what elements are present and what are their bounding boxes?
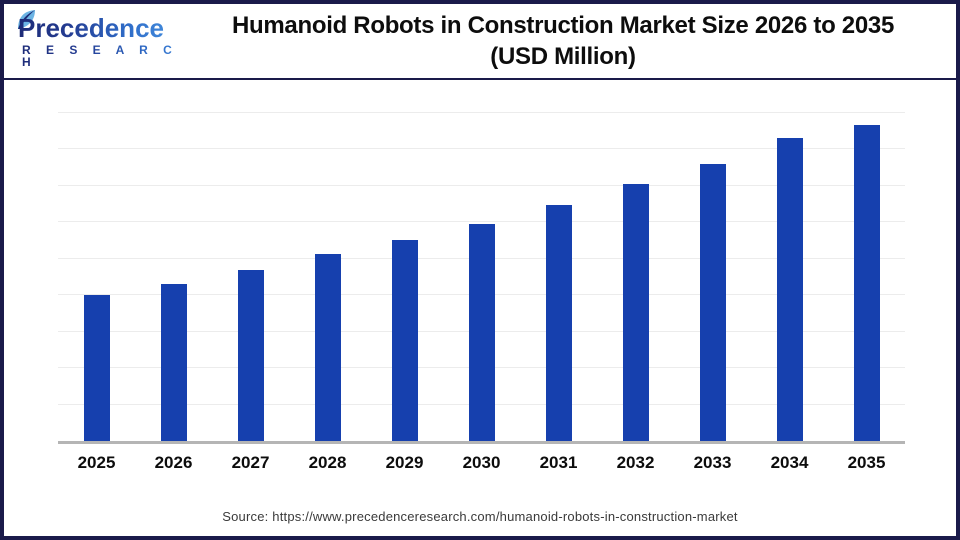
bar-2025 (83, 295, 110, 441)
x-label-2029: 2029 (385, 453, 424, 472)
x-label-2027: 2027 (231, 453, 270, 472)
bar-series (58, 91, 905, 441)
x-label-2032: 2032 (616, 453, 655, 472)
x-label-2031: 2031 (539, 453, 578, 472)
x-label-2025: 2025 (77, 453, 116, 472)
bar-slot-2029 (366, 91, 443, 441)
chart-title-line2: (USD Million) (490, 43, 636, 70)
chart-title: Humanoid Robots in Construction Market S… (194, 10, 956, 72)
bar-2026 (160, 283, 187, 441)
x-label-2033: 2033 (693, 453, 732, 472)
x-axis-labels: 2025 2026 2027 2028 2029 2030 2031 2032 2033 2034… (58, 453, 905, 473)
bar-2032 (622, 184, 649, 441)
bar-slot-2035 (828, 91, 905, 441)
chart-title-line1: Humanoid Robots in Construction Market S… (232, 12, 894, 39)
bar-2029 (391, 239, 418, 441)
precedence-research-logo: Precedence R E S E A R C H (4, 9, 194, 68)
bar-slot-2034 (751, 91, 828, 441)
bar-slot-2025 (58, 91, 135, 441)
bar-2031 (545, 204, 572, 441)
gridline (58, 221, 905, 223)
bar-slot-2030 (443, 91, 520, 441)
bar-slot-2027 (212, 91, 289, 441)
gridline (58, 148, 905, 150)
leaf-icon (18, 9, 35, 29)
source-text: Source: https://www.precedenceresearch.c… (222, 509, 738, 524)
logo-subname: R E S E A R C H (18, 44, 194, 68)
bar-slot-2033 (674, 91, 751, 441)
bar-slot-2026 (135, 91, 212, 441)
x-label-2035: 2035 (847, 453, 886, 472)
plot-area (58, 91, 905, 444)
bar-2027 (237, 270, 264, 441)
x-label-2030: 2030 (462, 453, 501, 472)
x-label-2034: 2034 (770, 453, 809, 472)
x-label-2026: 2026 (154, 453, 193, 472)
bar-slot-2031 (520, 91, 597, 441)
header: Precedence R E S E A R C H Humanoid Robo… (4, 4, 956, 80)
bar-2034 (776, 137, 803, 441)
bar-2030 (468, 223, 495, 441)
bar-2035 (853, 124, 880, 441)
bar-2033 (699, 163, 726, 441)
logo-name: Precedence (18, 12, 164, 43)
bar-slot-2032 (597, 91, 674, 441)
logo-wordmark: Precedence (18, 9, 194, 43)
gridline (58, 111, 905, 113)
bar-slot-2028 (289, 91, 366, 441)
gridline (58, 184, 905, 186)
x-label-2028: 2028 (308, 453, 347, 472)
bar-2028 (314, 254, 341, 441)
